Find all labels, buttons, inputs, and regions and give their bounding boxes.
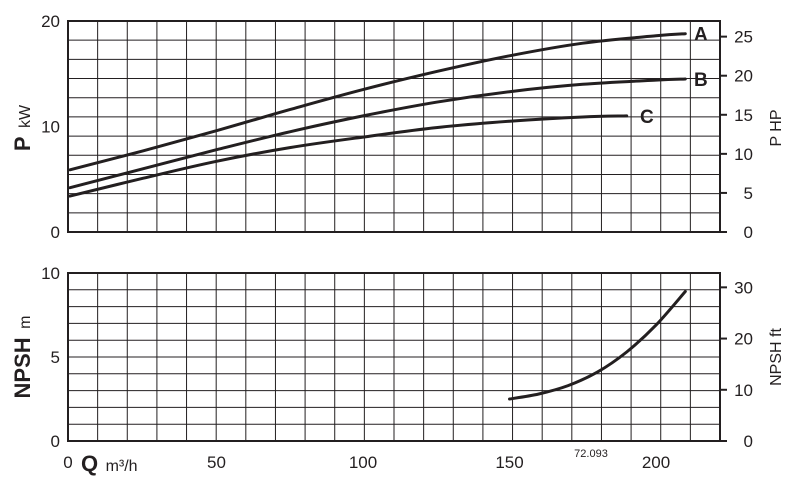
flow-axis-label: Q m³/h bbox=[81, 451, 138, 476]
npsh-panel: 0 5 10 0 10 20 30 0 50 100 150 200 NPSH m NPSH ft… bbox=[10, 264, 785, 476]
flow-axis-unit: m³/h bbox=[106, 458, 138, 475]
power-grid bbox=[68, 21, 720, 232]
y-tick-label: 0 bbox=[51, 223, 60, 242]
npsh-axis-unit: m bbox=[17, 316, 34, 329]
flow-tick-labels: 0 50 100 150 200 bbox=[63, 453, 670, 472]
power-plot-frame bbox=[67, 20, 721, 233]
power-panel: A B C 0 10 20 0 5 10 15 20 25 P kW P HP bbox=[10, 12, 785, 242]
series-label-b: B bbox=[694, 70, 708, 91]
y-tick-label: 10 bbox=[41, 264, 60, 283]
series-label-c: C bbox=[640, 107, 654, 128]
y2-tick-label: 10 bbox=[734, 145, 753, 164]
npsh-grid bbox=[68, 273, 720, 441]
y2-tick-label: 20 bbox=[734, 67, 753, 86]
y2-tick-label: 20 bbox=[734, 330, 753, 349]
figure-code: 72.093 bbox=[574, 448, 608, 460]
y2-tick-label: 5 bbox=[744, 184, 753, 203]
x-tick-label: 100 bbox=[349, 453, 377, 472]
y-tick-label: 5 bbox=[51, 348, 60, 367]
power-left-tick-labels: 0 10 20 bbox=[41, 12, 60, 242]
flow-axis-symbol: Q bbox=[81, 451, 98, 476]
x-tick-label: 150 bbox=[495, 453, 523, 472]
npsh-axis-label: NPSH m bbox=[10, 316, 35, 399]
power-hp-axis-label: P HP bbox=[768, 109, 785, 146]
npsh-plot-frame bbox=[67, 272, 721, 442]
npsh-curves bbox=[508, 290, 687, 401]
y-tick-label: 10 bbox=[41, 118, 60, 137]
y2-tick-label: 10 bbox=[734, 381, 753, 400]
curve-a bbox=[68, 32, 687, 172]
power-axis-unit: kW bbox=[17, 104, 34, 128]
curve-c bbox=[68, 114, 629, 198]
npsh-curve bbox=[508, 290, 687, 401]
npsh-ft-axis-label: NPSH ft bbox=[768, 328, 785, 386]
power-series-labels: A B C bbox=[640, 25, 708, 128]
npsh-left-tick-labels: 0 5 10 bbox=[41, 264, 60, 451]
power-axis-label: P kW bbox=[10, 104, 35, 151]
series-label-a: A bbox=[694, 25, 708, 46]
power-axis-symbol: P bbox=[10, 136, 35, 151]
y-tick-label: 0 bbox=[51, 432, 60, 451]
x-tick-label: 0 bbox=[63, 453, 72, 472]
power-right-tick-labels: 0 5 10 15 20 25 bbox=[720, 28, 753, 242]
x-tick-label: 50 bbox=[207, 453, 226, 472]
power-curves bbox=[68, 32, 687, 198]
y2-tick-label: 25 bbox=[734, 28, 753, 47]
y2-tick-label: 30 bbox=[734, 278, 753, 297]
npsh-right-tick-labels: 0 10 20 30 bbox=[720, 278, 753, 451]
y2-tick-label: 0 bbox=[744, 223, 753, 242]
x-tick-label: 200 bbox=[642, 453, 670, 472]
y-tick-label: 20 bbox=[41, 12, 60, 31]
curve-b bbox=[68, 77, 687, 190]
y2-tick-label: 15 bbox=[734, 106, 753, 125]
y2-tick-label: 0 bbox=[744, 432, 753, 451]
npsh-axis-symbol: NPSH bbox=[10, 337, 35, 398]
